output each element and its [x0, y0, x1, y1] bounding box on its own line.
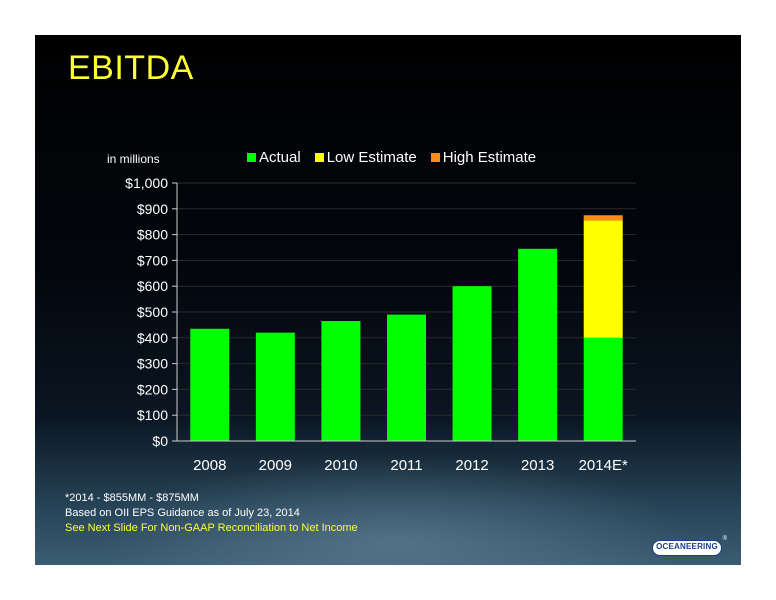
legend-label-actual: Actual	[259, 149, 301, 166]
x-tick-label: 2008	[193, 457, 226, 474]
bar-actual	[321, 321, 361, 441]
y-tick-label: $400	[137, 330, 168, 346]
y-tick-label: $300	[137, 356, 168, 372]
y-tick-label: $500	[137, 304, 168, 320]
bar-actual	[518, 248, 558, 441]
chart-legend: Actual Low Estimate High Estimate	[247, 149, 536, 166]
y-tick-label: $200	[137, 381, 168, 397]
legend-item-actual: Actual	[247, 149, 301, 166]
y-tick-label: $0	[152, 433, 168, 449]
bar-actual	[583, 337, 623, 441]
footnote-reconciliation-link[interactable]: See Next Slide For Non-GAAP Reconciliati…	[65, 522, 358, 534]
x-tick-label: 2014E*	[579, 457, 628, 474]
bar-actual	[255, 332, 295, 441]
legend-label-low-estimate: Low Estimate	[326, 149, 417, 166]
bar-low-estimate	[583, 220, 623, 338]
legend-item-high-estimate: High Estimate	[430, 149, 537, 166]
footnote-guidance: Based on OII EPS Guidance as of July 23,…	[65, 507, 300, 519]
legend-label-high-estimate: High Estimate	[442, 149, 537, 166]
logo-registered-mark: ®	[722, 536, 727, 542]
bar-high-estimate	[583, 215, 623, 221]
y-tick-label: $700	[137, 252, 168, 268]
units-label: in millions	[107, 152, 160, 166]
x-tick-label: 2009	[259, 457, 292, 474]
legend-swatch-high-estimate	[430, 153, 440, 162]
y-tick-label: $900	[137, 201, 168, 217]
legend-swatch-actual	[247, 153, 256, 162]
bar-actual	[190, 328, 230, 441]
x-tick-label: 2010	[324, 457, 357, 474]
x-tick-label: 2013	[521, 457, 554, 474]
footnotes: *2014 - $855MM - $875MM Based on OII EPS…	[65, 491, 358, 536]
bar-actual	[452, 286, 492, 441]
y-tick-label: $800	[137, 227, 168, 243]
oceaneering-logo: OCEANEERING ®	[652, 536, 727, 556]
x-tick-label: 2011	[390, 457, 422, 474]
footnote-estimate-range: *2014 - $855MM - $875MM	[65, 492, 199, 504]
slide: EBITDA in millions Actual Low Estimate H…	[35, 35, 741, 565]
slide-title: EBITDA	[68, 49, 194, 87]
y-tick-label: $600	[137, 278, 168, 294]
y-tick-label: $100	[137, 407, 168, 423]
logo-text: OCEANEERING	[656, 542, 718, 551]
legend-item-low-estimate: Low Estimate	[314, 149, 417, 166]
bar-actual	[387, 314, 426, 441]
ebitda-bar-chart: $0 $100 $200 $300 $400 $500 $600 $700 $800 $900 $1…	[125, 175, 636, 474]
legend-swatch-low-estimate	[314, 153, 324, 162]
x-tick-label: 2012	[455, 457, 488, 474]
y-tick-label: $1,000	[125, 175, 168, 191]
